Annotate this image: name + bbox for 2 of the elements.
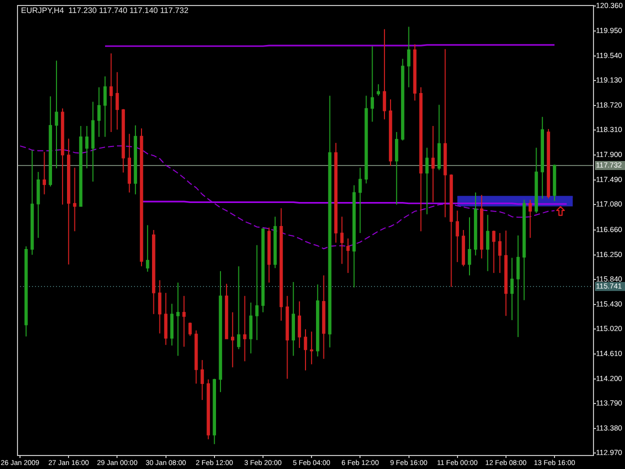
- chart-title: EURJPY,H4 117.230 117.740 117.140 117.732: [21, 6, 189, 16]
- line-series: [20, 145, 556, 250]
